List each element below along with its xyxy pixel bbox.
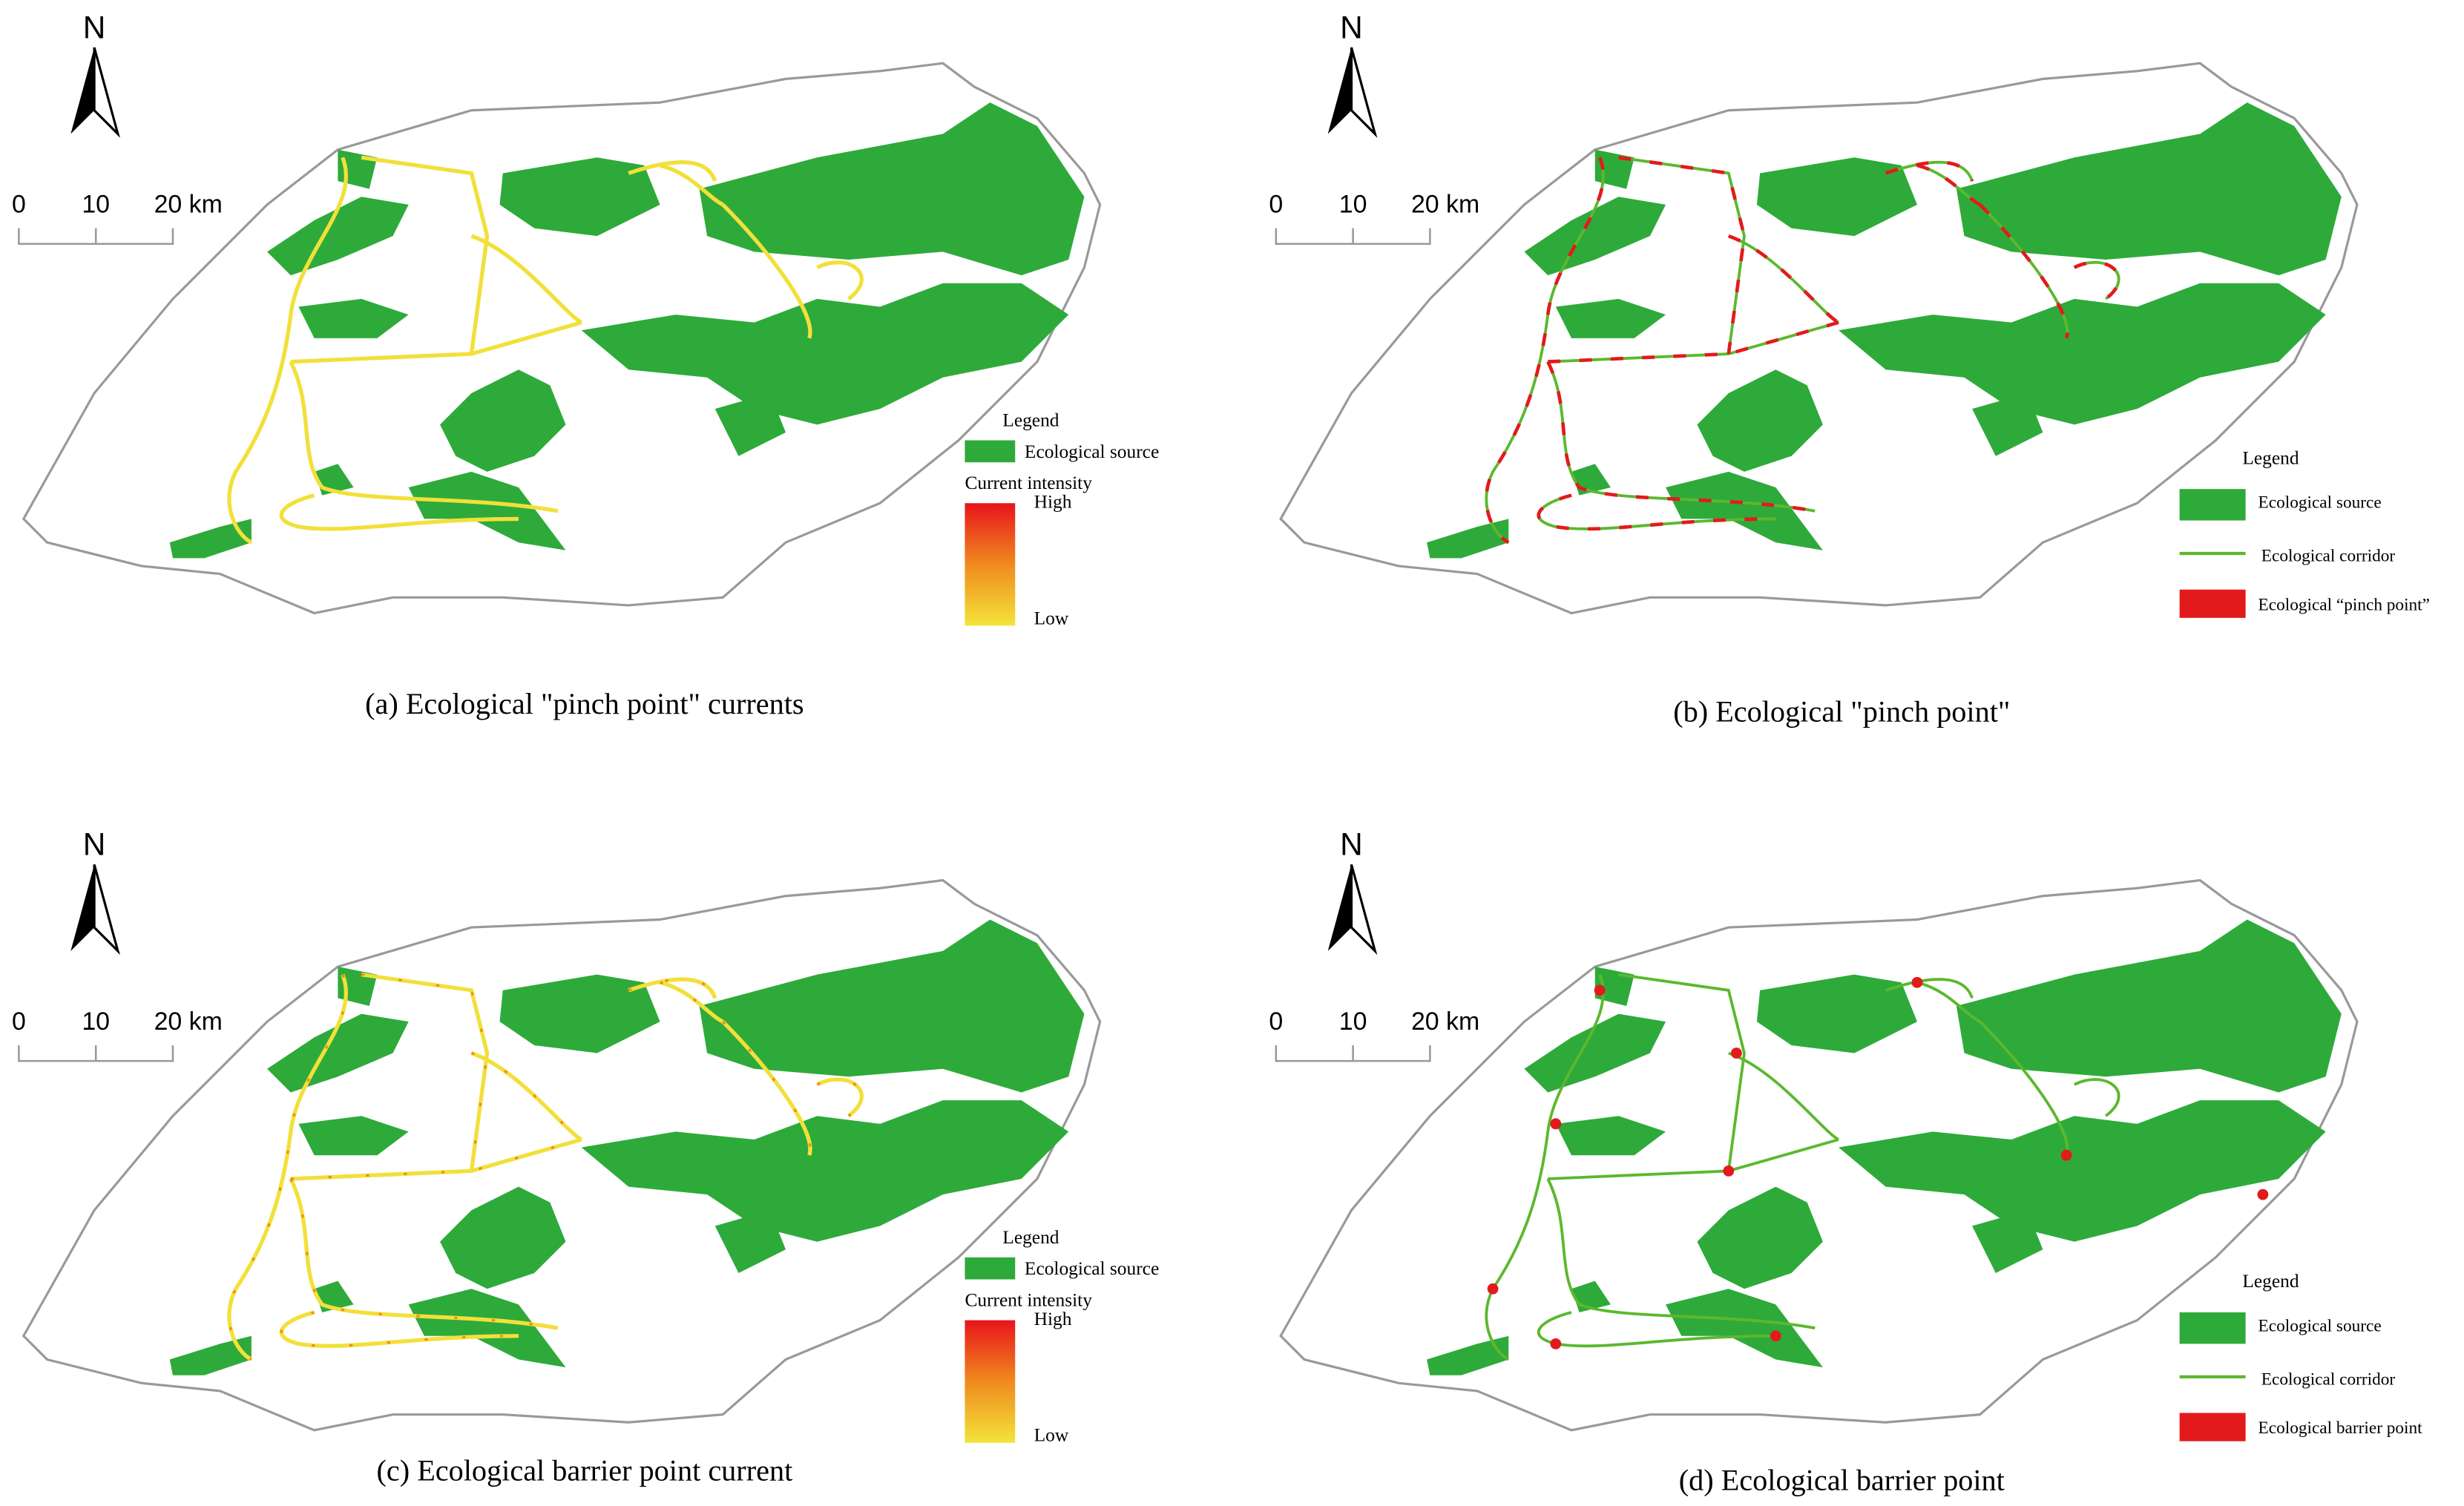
legend-swatch: [2179, 1312, 2246, 1344]
scale-bar: [1275, 228, 1431, 246]
scale-label: 10: [1339, 1007, 1367, 1036]
barrier-point: [1487, 1283, 1499, 1295]
legend-title: Legend: [1002, 1227, 1059, 1248]
map-panel: N 0 10 20 km Legend Ecological source Current …: [12, 827, 1159, 1487]
north-arrow: [1350, 864, 1378, 956]
north-arrow: [70, 864, 95, 951]
scale-label: 10: [1339, 190, 1367, 218]
north-arrow: [70, 47, 95, 134]
legend-low: Low: [1034, 1425, 1069, 1446]
legend-high: High: [1034, 1309, 1072, 1329]
scale-label: 20 km: [154, 1007, 223, 1036]
barrier-point: [2257, 1188, 2269, 1200]
north-arrow: [93, 47, 120, 138]
barrier-point: [2060, 1149, 2072, 1161]
legend-swatch: [2179, 1413, 2246, 1441]
barrier-point: [1730, 1048, 1742, 1059]
legend-swatch: [2179, 489, 2246, 521]
scale-label: 0: [12, 190, 26, 218]
legend-item: Ecological corridor: [2261, 547, 2396, 566]
legend-low: Low: [1034, 608, 1069, 628]
scale-label: 10: [82, 190, 110, 218]
caption: (b) Ecological "pinch point": [1673, 695, 2010, 729]
north-label: N: [1340, 10, 1363, 45]
north-label: N: [1340, 827, 1363, 862]
north-arrow: [1327, 864, 1352, 951]
legend-item: Ecological source: [2258, 1316, 2382, 1335]
scale-label: 20 km: [1411, 190, 1479, 218]
scale-label: 0: [1269, 190, 1283, 218]
map-panel: N 0 10 20 km Legend Ecological source Current …: [12, 10, 1159, 720]
north-arrow: [1327, 47, 1352, 134]
legend-swatch: [965, 440, 1016, 463]
legend-gradient: [965, 1320, 1016, 1443]
north-label: N: [83, 827, 106, 862]
legend-title: Legend: [2242, 447, 2299, 468]
barrier-point: [1550, 1118, 1562, 1130]
barrier-point: [1594, 984, 1606, 996]
barrier-point: [1911, 976, 1923, 988]
legend-item: Ecological barrier point: [2258, 1418, 2423, 1438]
map-panel: N 0 10 20 km Legend Ecological source Ecologic…: [1269, 10, 2430, 728]
scale-label: 0: [1269, 1007, 1283, 1036]
legend-swatch: [965, 1257, 1016, 1280]
legend-item: Ecological source: [1025, 1258, 1159, 1279]
barrier-point: [1723, 1165, 1735, 1177]
legend-item: Current intensity: [965, 1290, 1092, 1311]
caption: (d) Ecological barrier point: [1679, 1463, 2005, 1496]
legend-high: High: [1034, 492, 1072, 513]
scale-bar: [1275, 1045, 1431, 1062]
scale-bar: [18, 1045, 174, 1062]
scale-label: 20 km: [1411, 1007, 1479, 1036]
north-arrow: [1350, 47, 1378, 138]
legend-gradient: [965, 503, 1016, 626]
north-label: N: [83, 10, 106, 45]
legend-item: Ecological source: [2258, 493, 2382, 513]
legend-title: Legend: [2242, 1271, 2299, 1292]
legend-item: Ecological source: [1025, 441, 1159, 462]
legend-item: Ecological corridor: [2261, 1369, 2396, 1389]
legend-title: Legend: [1002, 410, 1059, 430]
map-panel: N 0 10 20 km Legend Ecological source Ecologic…: [1269, 827, 2422, 1497]
legend-item: Current intensity: [965, 473, 1092, 493]
caption: (c) Ecological barrier point current: [376, 1454, 792, 1487]
caption: (a) Ecological "pinch point" currents: [365, 687, 804, 720]
legend-swatch: [2179, 589, 2246, 618]
scale-label: 20 km: [154, 190, 223, 218]
scale-bar: [18, 228, 174, 246]
barrier-point: [1550, 1338, 1562, 1349]
barrier-point: [1770, 1330, 1781, 1342]
legend-item: Ecological “pinch point”: [2258, 595, 2430, 614]
scale-label: 0: [12, 1007, 26, 1036]
scale-label: 10: [82, 1007, 110, 1036]
north-arrow: [93, 864, 120, 956]
